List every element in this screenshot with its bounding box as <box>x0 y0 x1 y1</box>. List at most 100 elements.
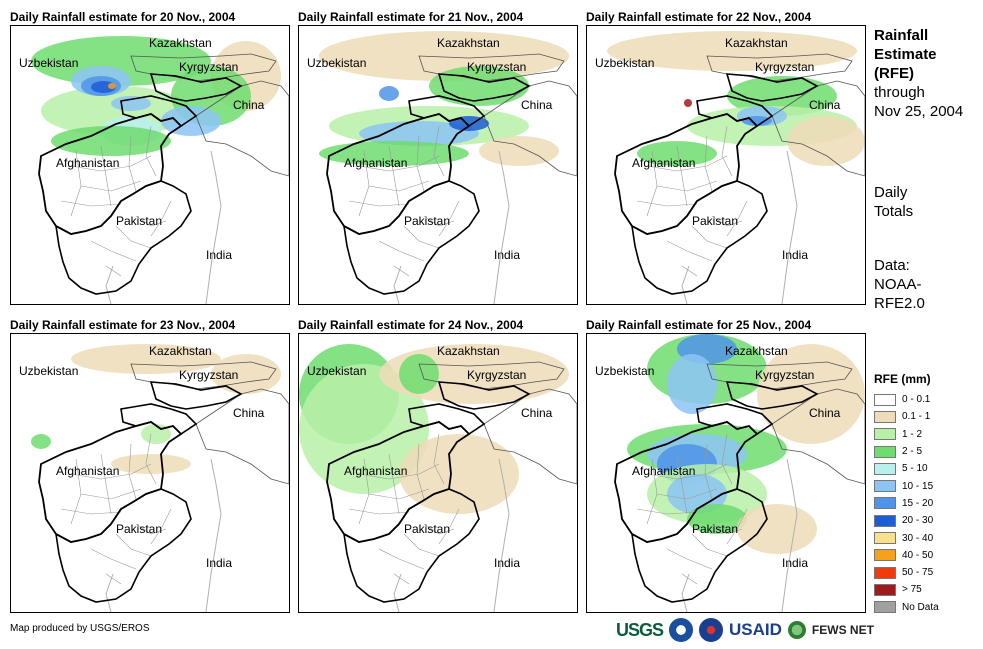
daily-line: Totals <box>874 203 914 220</box>
province-boundary <box>368 180 430 192</box>
pakistan-boundary <box>54 180 192 295</box>
province-boundary <box>704 443 713 500</box>
subtitle-line: Nov 25, 2004 <box>874 103 964 120</box>
pakistan-boundary <box>630 180 768 295</box>
rainfall-area <box>737 504 817 554</box>
rainfall-area <box>787 116 865 166</box>
country-boundary <box>725 73 819 102</box>
pakistan-boundary <box>342 180 480 295</box>
province-boundary <box>80 488 142 500</box>
province-boundary <box>676 453 688 515</box>
province-boundary <box>145 433 157 485</box>
river-line <box>493 150 510 304</box>
legend-swatch <box>874 497 896 510</box>
country-boundary <box>771 388 865 485</box>
country-label: Kazakhstan <box>149 344 212 358</box>
province-boundary <box>150 508 172 545</box>
province-boundary <box>368 488 430 500</box>
country-label: Kyrgyzstan <box>755 60 815 74</box>
legend-label: 15 - 20 <box>902 497 934 509</box>
country-label: China <box>521 98 553 112</box>
country-label: China <box>233 406 265 420</box>
province-boundary <box>681 573 698 585</box>
province-boundary <box>70 463 152 480</box>
province-boundary <box>403 225 440 249</box>
legend-item: 5 - 10 <box>874 460 939 477</box>
province-boundary <box>90 240 137 262</box>
province-boundary <box>433 433 445 485</box>
country-label: Pakistan <box>404 522 451 536</box>
country-label: Uzbekistan <box>595 56 655 70</box>
legend-swatch <box>874 601 896 614</box>
rainfall-area <box>108 83 116 89</box>
panel-title: Daily Rainfall estimate for 23 Nov., 200… <box>10 318 236 332</box>
country-label: Kazakhstan <box>437 36 500 50</box>
daily-totals-note: Daily Totals <box>874 183 913 221</box>
province-boundary <box>423 523 455 535</box>
province-boundary <box>105 265 122 277</box>
data-line: Data: <box>874 257 910 274</box>
map-canvas <box>299 344 577 612</box>
map-canvas <box>31 36 289 304</box>
rainfall-map-panel: Kazakhstan Uzbekistan Kyrgyzstan China Afgha… <box>298 25 578 305</box>
data-line: NOAA- <box>874 276 922 293</box>
usaid-logo: USAID <box>729 620 782 639</box>
country-label: Kazakhstan <box>725 344 788 358</box>
rainfall-area <box>111 96 151 111</box>
legend-swatch <box>874 583 896 596</box>
province-boundary <box>711 523 743 535</box>
province-boundary <box>646 458 658 525</box>
country-label: Afghanistan <box>56 156 120 170</box>
province-boundary <box>100 145 112 207</box>
province-boundary <box>691 533 728 557</box>
province-boundary <box>358 155 440 172</box>
rainfall-area <box>727 76 837 116</box>
pakistan-boundary <box>342 488 480 603</box>
province-boundary <box>378 240 425 262</box>
country-label: India <box>782 556 809 570</box>
country-label: Kazakhstan <box>725 36 788 50</box>
country-label: Kyrgyzstan <box>755 368 815 382</box>
legend-item: 0.1 - 1 <box>874 408 939 425</box>
rainfall-area <box>319 31 569 81</box>
province-boundary <box>115 533 152 557</box>
noaa-logo-icon <box>669 618 694 642</box>
country-label: Afghanistan <box>344 156 408 170</box>
map-credit: Map produced by USGS/EROS <box>10 623 150 634</box>
legend-swatch <box>874 393 896 406</box>
title-line: Rainfall <box>874 27 929 44</box>
province-boundary <box>656 488 718 500</box>
country-label: Pakistan <box>116 214 163 228</box>
province-boundary <box>681 265 698 277</box>
legend-item: 50 - 75 <box>874 564 939 581</box>
pakistan-boundary <box>630 488 768 603</box>
province-boundary <box>646 150 658 217</box>
country-label: Uzbekistan <box>595 364 655 378</box>
country-label: Afghanistan <box>56 464 120 478</box>
legend-label: 10 - 15 <box>902 480 934 492</box>
legend-label: 0 - 0.1 <box>902 394 931 406</box>
legend-label: 30 - 40 <box>902 532 934 544</box>
rainfall-area <box>479 136 559 166</box>
rainfall-area <box>399 434 519 514</box>
province-boundary <box>90 548 137 570</box>
province-boundary <box>416 135 425 192</box>
legend-swatch <box>874 462 896 475</box>
legend-label: 20 - 30 <box>902 515 934 527</box>
legend-label: 40 - 50 <box>902 549 934 561</box>
river-line <box>105 265 114 304</box>
country-label: Pakistan <box>404 214 451 228</box>
province-boundary <box>416 443 425 500</box>
province-boundary <box>721 433 733 485</box>
map-canvas <box>319 31 577 304</box>
province-boundary <box>100 453 112 515</box>
province-boundary <box>646 155 728 172</box>
legend-item: > 75 <box>874 581 939 598</box>
country-label: Uzbekistan <box>19 364 79 378</box>
legend-item: 40 - 50 <box>874 547 939 564</box>
province-boundary <box>646 463 728 480</box>
province-boundary <box>128 135 137 192</box>
province-boundary <box>60 508 122 515</box>
country-label: Kyrgyzstan <box>467 368 527 382</box>
rainfall-area <box>607 31 857 71</box>
